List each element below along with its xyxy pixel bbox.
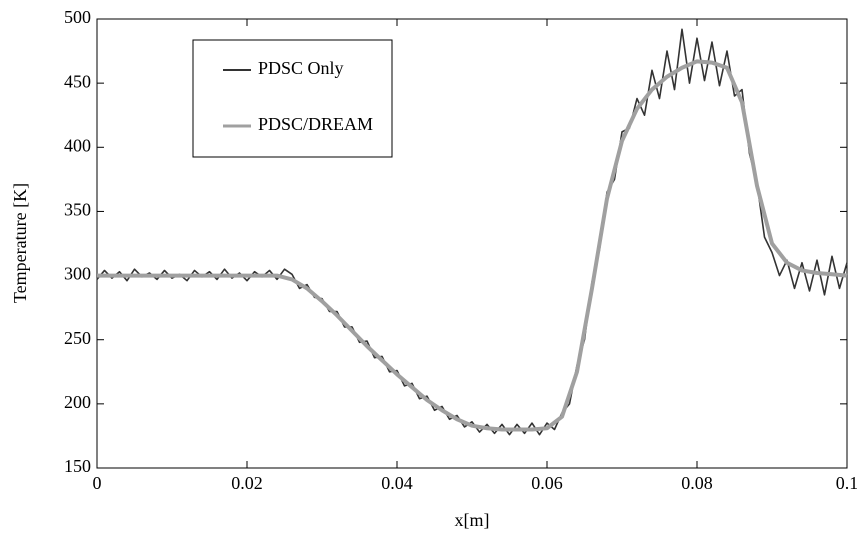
- legend-box: [192, 39, 393, 158]
- y-tick-label: 150: [64, 456, 91, 476]
- x-tick-label: 0.08: [681, 473, 713, 493]
- series-line: [96, 28, 848, 436]
- y-tick-label: 250: [64, 328, 91, 348]
- x-axis-label: x[m]: [455, 510, 490, 530]
- series-line: [97, 59, 848, 432]
- legend-label: PDSC/DREAM: [258, 114, 373, 134]
- x-tick-label: 0.06: [531, 473, 563, 493]
- y-axis-label: Temperature [K]: [10, 183, 30, 303]
- y-tick-label: 400: [64, 135, 91, 155]
- x-tick-label: 0.04: [381, 473, 413, 493]
- y-tick-label: 300: [64, 264, 91, 284]
- y-tick-label: 200: [64, 392, 91, 412]
- x-tick-label: 0.1: [836, 473, 857, 493]
- y-tick-label: 500: [64, 7, 91, 27]
- x-tick-label: 0.02: [231, 473, 263, 493]
- y-tick-label: 350: [64, 200, 91, 220]
- legend-label: PDSC Only: [258, 58, 344, 78]
- x-tick-label: 0: [93, 473, 102, 493]
- plot-frame: [96, 18, 848, 469]
- y-tick-label: 450: [64, 71, 91, 91]
